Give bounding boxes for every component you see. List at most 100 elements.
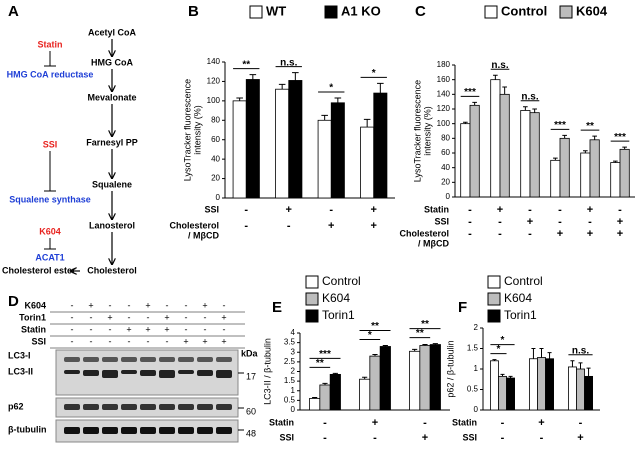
treatment-label: Statin bbox=[21, 324, 46, 334]
condition-label: Cholesterol bbox=[169, 220, 219, 230]
legend-label: K604 bbox=[576, 3, 608, 18]
band bbox=[159, 404, 175, 410]
y-tick-label: 0.5 bbox=[467, 385, 479, 394]
panel-letter: A bbox=[8, 3, 19, 20]
condition-sign: - bbox=[558, 204, 562, 216]
error-bar bbox=[312, 396, 318, 399]
bar bbox=[584, 375, 593, 411]
band bbox=[178, 404, 194, 410]
condition-sign: - bbox=[423, 417, 427, 429]
band bbox=[159, 370, 175, 378]
bar bbox=[506, 377, 515, 411]
y-tick-label: 100 bbox=[437, 119, 451, 128]
treatment-sign: + bbox=[202, 336, 207, 346]
y-tick-label: 60 bbox=[211, 135, 220, 144]
pathway-node: Cholesterol bbox=[87, 265, 137, 275]
legend-swatch bbox=[484, 5, 498, 19]
error-bar bbox=[508, 375, 513, 379]
condition-sign: + bbox=[587, 204, 593, 216]
significance-label: ** bbox=[586, 121, 594, 132]
y-tick-label: 140 bbox=[437, 89, 451, 98]
error-bar bbox=[463, 121, 468, 124]
band bbox=[140, 404, 156, 410]
error-bar bbox=[523, 106, 528, 111]
band bbox=[83, 404, 99, 410]
band bbox=[64, 404, 80, 410]
error-bar bbox=[553, 157, 558, 161]
condition-sign: - bbox=[588, 216, 592, 228]
significance-label: n.s. bbox=[491, 60, 508, 71]
legend-label: Control bbox=[504, 274, 543, 288]
significance-label: *** bbox=[319, 349, 331, 360]
condition-label: / MβCD bbox=[418, 238, 449, 248]
error-bar bbox=[322, 382, 328, 385]
legend-swatch bbox=[305, 309, 319, 323]
y-tick-label: 100 bbox=[207, 96, 221, 105]
significance-label: ** bbox=[371, 321, 379, 332]
bar bbox=[319, 384, 331, 411]
band bbox=[102, 370, 118, 378]
condition-sign: + bbox=[577, 432, 583, 444]
unit-label: kDa bbox=[241, 348, 259, 358]
y-tick-label: 80 bbox=[441, 133, 450, 142]
treatment-sign: - bbox=[109, 300, 112, 310]
y-tick-label: 1 bbox=[291, 386, 296, 395]
significance-label: ** bbox=[416, 328, 424, 339]
condition-sign: + bbox=[372, 417, 378, 429]
y-tick-label: 0 bbox=[291, 405, 296, 414]
enzyme: HMG CoA reductase bbox=[7, 69, 94, 79]
band bbox=[197, 427, 213, 434]
pathway-node: Acetyl CoA bbox=[88, 27, 137, 37]
condition-sign: + bbox=[497, 204, 503, 216]
treatment-sign: + bbox=[221, 312, 226, 322]
error-bar bbox=[236, 97, 243, 101]
band-label: p62 bbox=[8, 401, 24, 411]
y-tick-label: 140 bbox=[207, 57, 221, 66]
error-bar bbox=[372, 354, 378, 357]
condition-sign: - bbox=[468, 204, 472, 216]
y-tick-label: 120 bbox=[207, 77, 221, 86]
y-tick-label: 160 bbox=[437, 75, 451, 84]
band bbox=[178, 370, 194, 374]
bar bbox=[359, 378, 371, 411]
inhibitor: Statin bbox=[37, 39, 62, 49]
bar bbox=[232, 100, 247, 199]
treatment-sign: + bbox=[183, 336, 188, 346]
error-bar bbox=[622, 146, 627, 150]
y-tick-label: 180 bbox=[437, 60, 451, 69]
bar bbox=[537, 357, 546, 411]
bar bbox=[373, 92, 388, 199]
significance-label: ** bbox=[242, 59, 250, 70]
y-tick-label: 0 bbox=[216, 193, 221, 202]
treatment-sign: - bbox=[128, 336, 131, 346]
bar bbox=[469, 104, 480, 198]
legend-swatch bbox=[487, 275, 501, 289]
legend-label: Torin1 bbox=[322, 308, 355, 322]
condition-label: Cholesterol bbox=[399, 228, 449, 238]
error-bar bbox=[432, 343, 438, 345]
significance-label: *** bbox=[554, 120, 566, 131]
error-bar bbox=[586, 367, 591, 377]
error-bar bbox=[332, 372, 338, 375]
inhibitor: SSI bbox=[43, 139, 58, 149]
error-bar bbox=[472, 101, 477, 106]
y-tick-label: 3 bbox=[291, 347, 296, 356]
band-label: β-tubulin bbox=[8, 424, 46, 434]
bar bbox=[330, 102, 345, 199]
bar bbox=[550, 159, 561, 198]
treatment-sign: - bbox=[128, 300, 131, 310]
band bbox=[197, 404, 213, 410]
bar bbox=[490, 360, 499, 411]
panel-letter: E bbox=[272, 299, 282, 316]
condition-sign: - bbox=[498, 228, 502, 240]
y-axis-label: LysoTracker fluorescence bbox=[182, 79, 192, 181]
bar bbox=[369, 355, 381, 411]
error-bar bbox=[531, 348, 536, 359]
error-bar bbox=[422, 344, 428, 346]
bar bbox=[589, 139, 600, 198]
band bbox=[121, 370, 137, 374]
condition-sign: - bbox=[323, 432, 327, 444]
significance-label: ** bbox=[316, 358, 324, 369]
bar bbox=[379, 346, 391, 411]
y-axis-label: intensity (%) bbox=[192, 105, 202, 155]
